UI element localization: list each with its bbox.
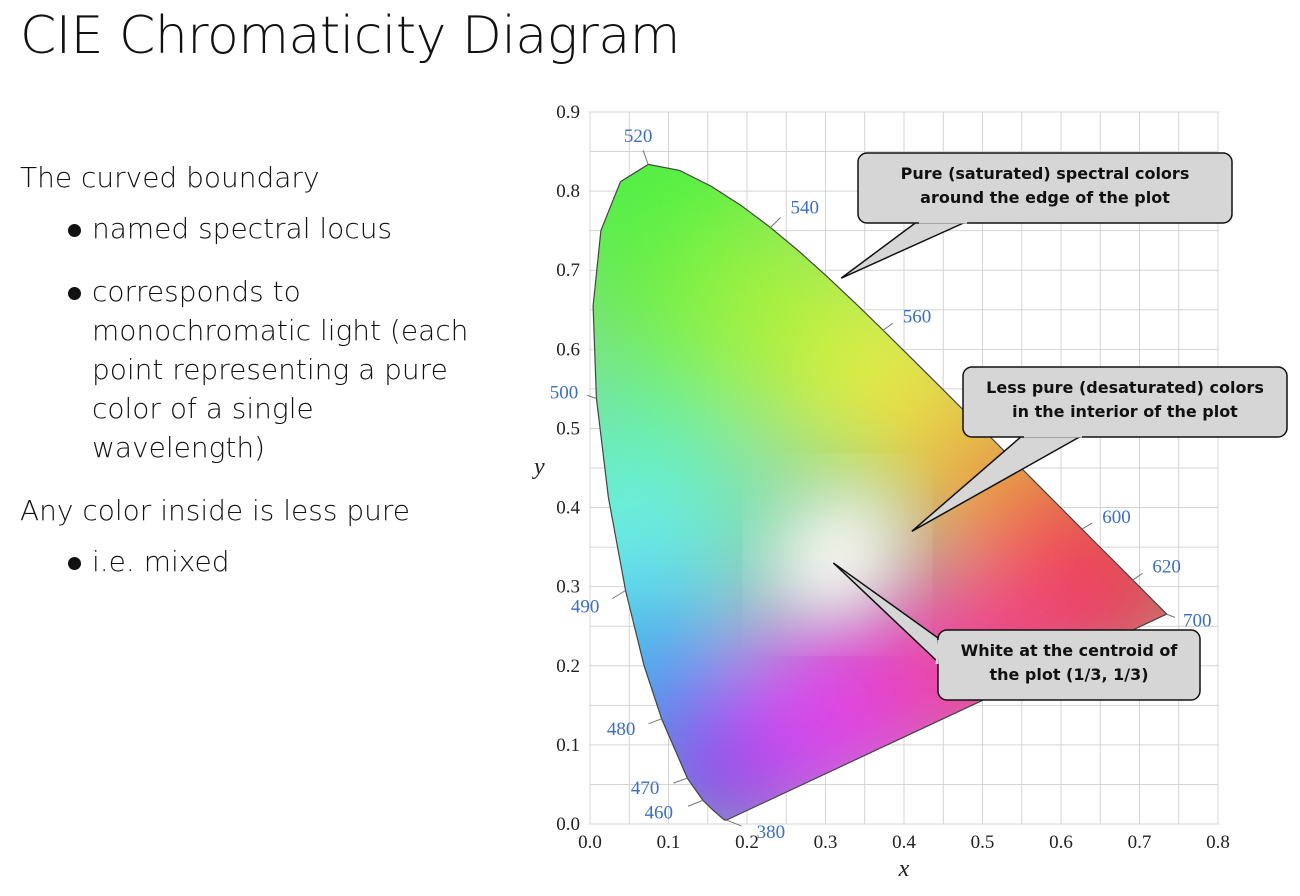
wavelength-label: 520 xyxy=(624,126,653,147)
wavelength-tick xyxy=(673,777,688,784)
y-tick-label: 0.2 xyxy=(556,656,580,677)
y-tick-label: 0.1 xyxy=(556,735,580,756)
callout: Less pure (desaturated) colors in the int… xyxy=(911,366,1288,532)
wavelength-tick xyxy=(648,718,662,725)
x-axis-label: x xyxy=(898,856,910,882)
wavelength-label: 470 xyxy=(631,778,660,799)
slide-title: CIE Chromaticity Diagram xyxy=(20,6,680,66)
y-tick-label: 0.9 xyxy=(556,102,580,123)
wavelength-label: 380 xyxy=(757,822,786,843)
x-tick-label: 0.5 xyxy=(971,832,995,853)
cie-chromaticity-chart: 380 460 470 480 490 500 520 540 560 600 620 700 0.0… xyxy=(532,102,1288,882)
callout-box xyxy=(937,629,1201,701)
wavelength-tick xyxy=(612,590,626,600)
callout-text: in the interior of the plot xyxy=(1012,402,1238,421)
wavelength-tick xyxy=(687,799,704,807)
bullet-item: i.e. mixed xyxy=(68,542,490,581)
y-tick-label: 0.8 xyxy=(556,181,580,202)
bullet-list-boundary: named spectral locus corresponds to mono… xyxy=(20,209,490,467)
wavelength-label: 540 xyxy=(791,198,820,219)
bullet-item: corresponds to monochromatic light (each… xyxy=(68,272,490,467)
wavelength-label: 620 xyxy=(1152,556,1181,577)
wavelength-tick xyxy=(1166,613,1176,618)
wavelength-label: 500 xyxy=(550,382,579,403)
wavelength-tick xyxy=(1081,522,1093,530)
callout-box xyxy=(857,152,1233,224)
wavelength-tick xyxy=(770,217,781,228)
y-tick-label: 0.6 xyxy=(556,339,580,360)
y-tick-label: 0.7 xyxy=(556,260,580,281)
y-axis-label: y xyxy=(532,454,545,480)
callout-box xyxy=(962,366,1288,438)
bullet-item: named spectral locus xyxy=(68,209,490,248)
spectral-locus xyxy=(592,163,1168,821)
x-tick-label: 0.7 xyxy=(1128,832,1152,853)
callout-text: Pure (saturated) spectral colors xyxy=(901,164,1190,183)
callout-text: White at the centroid of xyxy=(961,641,1179,660)
y-tick-label: 0.0 xyxy=(556,814,580,835)
callout: White at the centroid of the plot (1/3, 1… xyxy=(832,562,1201,701)
wavelength-label: 490 xyxy=(571,597,600,618)
x-tick-label: 0.6 xyxy=(1049,832,1073,853)
wavelength-label: 480 xyxy=(607,719,636,740)
x-tick-label: 0.2 xyxy=(735,832,759,853)
y-tick-label: 0.3 xyxy=(556,577,580,598)
y-tick-label: 0.4 xyxy=(556,498,580,519)
x-tick-label: 0.0 xyxy=(578,832,602,853)
text-block: The curved boundary named spectral locus… xyxy=(20,158,490,605)
white-point-glow xyxy=(816,491,897,572)
x-tick-label: 0.8 xyxy=(1206,832,1230,853)
x-tick-label: 0.3 xyxy=(814,832,838,853)
wavelength-tick xyxy=(726,819,742,827)
callouts: Pure (saturated) spectral colors around t… xyxy=(832,152,1288,701)
callout-text: Less pure (desaturated) colors xyxy=(986,378,1264,397)
callout-text: around the edge of the plot xyxy=(920,188,1170,207)
paragraph-inside: Any color inside is less pure xyxy=(20,494,411,527)
wavelength-label: 700 xyxy=(1183,610,1212,631)
wavelength-tick xyxy=(642,150,649,165)
x-tick-label: 0.1 xyxy=(657,832,681,853)
wavelength-tick xyxy=(1132,572,1143,581)
callout-joint xyxy=(935,639,941,665)
wavelength-tick xyxy=(587,394,597,399)
y-tick-label: 0.5 xyxy=(556,418,580,439)
wavelength-labels: 380 460 470 480 490 500 520 540 560 600 620 700 xyxy=(550,126,1212,843)
wavelength-label: 560 xyxy=(903,306,932,327)
callout-text: the plot (1/3, 1/3) xyxy=(989,665,1148,684)
callout: Pure (saturated) spectral colors around t… xyxy=(840,152,1233,279)
paragraph-boundary: The curved boundary xyxy=(20,161,320,194)
wavelength-tick xyxy=(882,322,894,331)
x-tick-label: 0.4 xyxy=(892,832,916,853)
wavelength-label: 460 xyxy=(645,802,674,823)
axis-ticks: 0.0 0.1 0.2 0.3 0.4 0.5 0.6 0.7 0.8 0.0 0.1 0.2 0.3 0… xyxy=(556,102,1230,853)
bullet-list-inside: i.e. mixed xyxy=(20,542,490,581)
wavelength-label: 600 xyxy=(1102,507,1131,528)
